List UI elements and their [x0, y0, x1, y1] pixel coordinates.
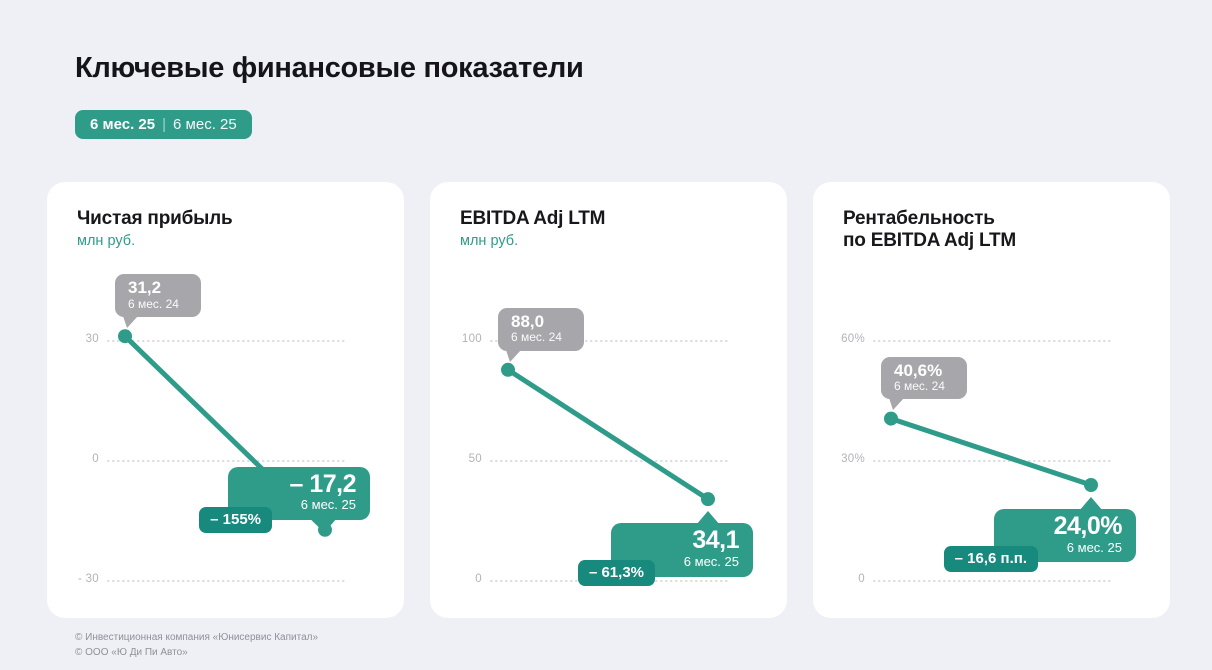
tooltip-tail-icon [889, 398, 904, 411]
y-axis-tick: 60% [841, 333, 865, 345]
period-current: 6 мес. 25 [90, 116, 156, 133]
line-chart [107, 329, 348, 582]
tooltip-value: 34,1 [692, 526, 739, 555]
tooltip-value: 31,2 [128, 278, 162, 298]
delta-badge: – 16,6 п.п. [943, 546, 1038, 572]
chart-card-ebitda: EBITDA Adj LTM млн руб. 100 50 0 88,0 6 ме… [430, 182, 787, 618]
tooltip-period: 6 мес. 25 [1066, 539, 1122, 555]
data-point [1084, 478, 1098, 492]
line-chart [873, 340, 1114, 582]
tooltip-tail-icon [313, 518, 337, 533]
period-badge: 6 мес. 25 | 6 мес. 25 [75, 110, 252, 139]
tooltip-value: 24,0% [1053, 512, 1123, 540]
footer-copyright: © Инвестиционная компания «Юнисервис Кап… [75, 630, 318, 660]
tooltip-previous-period: 31,2 6 мес. 24 [115, 274, 201, 328]
data-point [501, 362, 515, 377]
tooltip-tail-icon [123, 315, 138, 328]
page-title: Ключевые финансовые показатели [75, 52, 584, 84]
tooltip-period: 6 мес. 25 [300, 497, 356, 513]
series-line [505, 367, 711, 502]
y-axis-tick: 100 [461, 333, 482, 345]
chart-cards-row: Чистая прибыль млн руб. 30 0 - 30 31,2 6 м… [47, 182, 1170, 618]
y-axis-tick: 30% [841, 453, 865, 465]
y-axis-tick: 30 [85, 333, 99, 345]
tooltip-period: 6 мес. 24 [128, 296, 179, 311]
data-point [884, 411, 898, 426]
card-header: Рентабельность по EBITDA Adj LTM [843, 208, 1146, 272]
series-line [888, 416, 1094, 488]
y-axis-tick: 0 [92, 453, 99, 465]
tooltip-tail-icon [506, 349, 521, 362]
tooltip-value: 40,6% [894, 360, 943, 380]
tooltip-tail-icon [696, 511, 720, 526]
y-axis-tick: 0 [475, 573, 482, 585]
tooltip-current-period: 24,0% 6 мес. 25 [994, 497, 1136, 563]
chart-title: Чистая прибыль [77, 208, 233, 229]
y-axis-tick: 50 [468, 453, 482, 465]
delta-badge: – 155% [199, 506, 272, 533]
card-header: EBITDA Adj LTM млн руб. [460, 208, 763, 250]
chart-card-net-profit: Чистая прибыль млн руб. 30 0 - 30 31,2 6 м… [47, 182, 404, 618]
tooltip-value: 88,0 [511, 311, 545, 331]
tooltip-period: 6 мес. 24 [511, 330, 562, 345]
chart-card-ebitda-margin: Рентабельность по EBITDA Adj LTM 60% 30% 0… [813, 182, 1170, 618]
data-point [118, 329, 132, 344]
period-previous: 6 мес. 25 [173, 116, 237, 133]
tooltip-period: 6 мес. 24 [894, 379, 945, 394]
chart-title: EBITDA Adj LTM [460, 208, 606, 229]
card-header: Чистая прибыль млн руб. [77, 208, 380, 250]
y-axis-tick: 0 [858, 573, 865, 585]
tooltip-tail-icon [1079, 497, 1103, 511]
tooltip-current-period: – 17,2 6 мес. 25 [228, 466, 370, 533]
chart-unit: млн руб. [77, 233, 136, 250]
tooltip-period: 6 мес. 25 [683, 553, 739, 569]
period-separator: | [162, 116, 167, 133]
y-axis-tick: - 30 [77, 573, 99, 585]
chart-unit: млн руб. [460, 233, 519, 250]
tooltip-value: – 17,2 [289, 469, 356, 498]
data-point [701, 492, 715, 507]
chart-title: Рентабельность по EBITDA Adj LTM [843, 208, 1017, 252]
tooltip-previous-period: 40,6% 6 мес. 24 [881, 356, 967, 411]
footer-line: © ООО «Ю Ди Пи Авто» [75, 647, 188, 658]
delta-badge: – 61,3% [577, 560, 655, 587]
footer-line: © Инвестиционная компания «Юнисервис Кап… [75, 632, 319, 643]
tooltip-previous-period: 88,0 6 мес. 24 [498, 307, 584, 362]
